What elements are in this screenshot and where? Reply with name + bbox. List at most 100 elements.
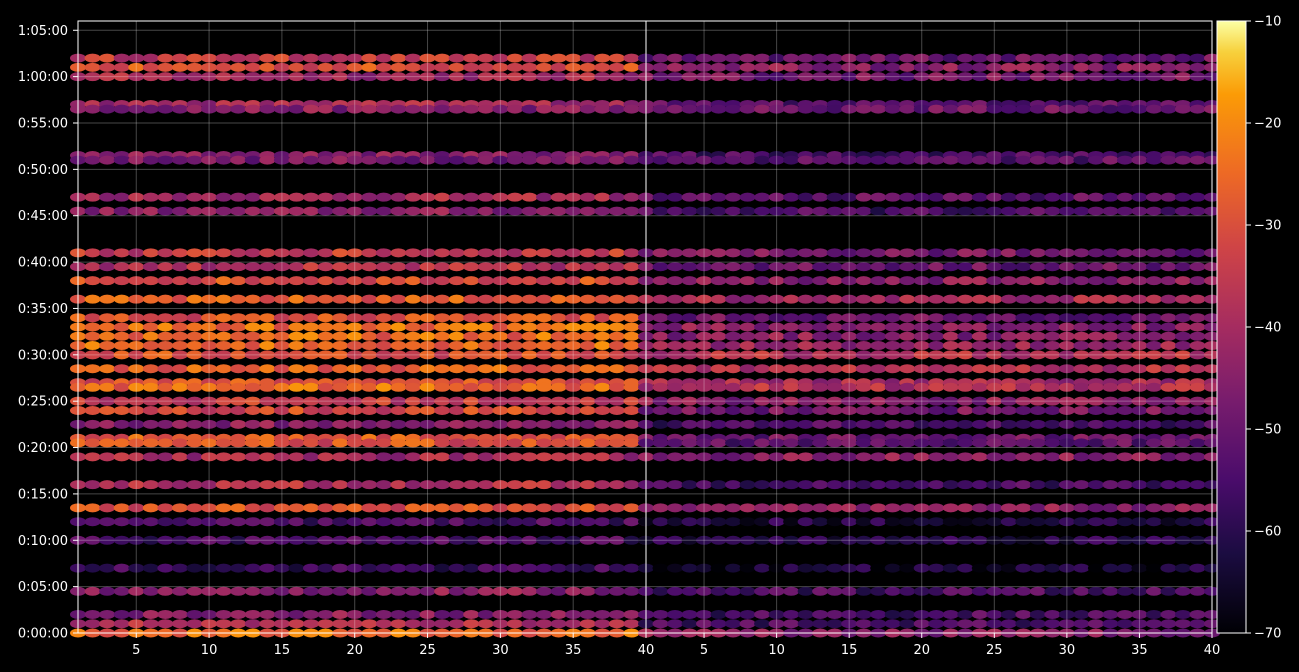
heatmap-cell xyxy=(171,619,188,629)
heatmap-cell xyxy=(1160,396,1177,406)
heatmap-cell xyxy=(1145,452,1162,462)
heatmap-cell xyxy=(1131,262,1148,272)
heatmap-cell xyxy=(608,405,625,415)
heatmap-cell xyxy=(1015,341,1032,351)
heatmap-cell xyxy=(477,313,494,323)
heatmap-cell xyxy=(1015,405,1032,415)
heatmap-cell xyxy=(928,364,945,374)
colorbar xyxy=(1216,20,1247,634)
heatmap-cell xyxy=(375,313,392,323)
heatmap-cell xyxy=(434,350,451,360)
heatmap-cell xyxy=(521,322,538,332)
heatmap-cell xyxy=(477,419,494,429)
heatmap-cell xyxy=(536,72,553,82)
heatmap-cell xyxy=(230,248,247,258)
heatmap-cell xyxy=(463,276,480,286)
heatmap-cell xyxy=(288,155,305,165)
heatmap-cell xyxy=(928,535,945,545)
heatmap-cell xyxy=(317,294,334,304)
heatmap-cell xyxy=(288,382,305,392)
heatmap-cell xyxy=(812,586,829,596)
heatmap-cell xyxy=(1015,62,1032,72)
heatmap-cell xyxy=(768,322,785,332)
heatmap-cell xyxy=(1160,331,1177,341)
heatmap-cell xyxy=(492,619,509,629)
heatmap-cell xyxy=(186,262,203,272)
heatmap-cell xyxy=(361,382,378,392)
heatmap-cell xyxy=(288,535,305,545)
heatmap-cell xyxy=(346,262,363,272)
heatmap-cell xyxy=(1000,364,1017,374)
heatmap-cell xyxy=(739,438,756,448)
heatmap-cell xyxy=(171,262,188,272)
heatmap-cell xyxy=(157,563,174,573)
heatmap-cell xyxy=(1058,480,1075,490)
heatmap-cell xyxy=(942,276,959,286)
heatmap-cell xyxy=(594,262,611,272)
heatmap-cell xyxy=(928,438,945,448)
heatmap-cell xyxy=(783,586,800,596)
heatmap-cell xyxy=(113,53,130,63)
heatmap-cell xyxy=(390,419,407,429)
heatmap-cell xyxy=(928,248,945,258)
heatmap-cell xyxy=(899,62,916,72)
heatmap-cell xyxy=(913,192,930,202)
heatmap-cell xyxy=(681,619,698,629)
heatmap-cell xyxy=(608,331,625,341)
heatmap-cell xyxy=(971,322,988,332)
heatmap-cell xyxy=(113,364,130,374)
heatmap-cell xyxy=(419,452,436,462)
heatmap-cell xyxy=(419,609,436,619)
heatmap-cell xyxy=(273,503,290,513)
heatmap-cell xyxy=(215,53,232,63)
heatmap-cell xyxy=(1087,586,1104,596)
heatmap-cell xyxy=(99,419,116,429)
heatmap-cell xyxy=(1073,480,1090,490)
heatmap-cell xyxy=(317,276,334,286)
heatmap-cell xyxy=(230,53,247,63)
heatmap-cell xyxy=(99,248,116,258)
heatmap-cell xyxy=(754,563,771,573)
heatmap-cell xyxy=(1174,396,1191,406)
heatmap-cell xyxy=(506,480,523,490)
heatmap-cell xyxy=(201,517,218,527)
heatmap-cell xyxy=(652,350,669,360)
heatmap-cell xyxy=(463,563,480,573)
heatmap-cell xyxy=(113,62,130,72)
heatmap-cell xyxy=(521,248,538,258)
heatmap-cell xyxy=(113,155,130,165)
heatmap-cell xyxy=(244,62,261,72)
heatmap-cell xyxy=(942,155,959,165)
heatmap-cell xyxy=(317,262,334,272)
heatmap-cell xyxy=(899,72,916,82)
heatmap-cell xyxy=(942,586,959,596)
heatmap-cell xyxy=(536,294,553,304)
heatmap-cell xyxy=(565,535,582,545)
heatmap-cell xyxy=(463,452,480,462)
heatmap-cell xyxy=(201,382,218,392)
heatmap-cell xyxy=(142,503,159,513)
heatmap-cell xyxy=(288,364,305,374)
heatmap-cell xyxy=(1102,350,1119,360)
heatmap-cell xyxy=(913,609,930,619)
heatmap-cell xyxy=(1000,248,1017,258)
heatmap-cell xyxy=(230,322,247,332)
heatmap-cell xyxy=(332,350,349,360)
heatmap-cell xyxy=(492,480,509,490)
heatmap-cell xyxy=(506,62,523,72)
heatmap-cell xyxy=(84,331,101,341)
heatmap-cell xyxy=(667,294,684,304)
heatmap-cell xyxy=(1087,503,1104,513)
heatmap-cell xyxy=(390,364,407,374)
heatmap-cell xyxy=(579,563,596,573)
heatmap-cell xyxy=(768,619,785,629)
heatmap-cell xyxy=(84,72,101,82)
heatmap-cell xyxy=(783,452,800,462)
heatmap-cell xyxy=(681,586,698,596)
heatmap-cell xyxy=(884,206,901,216)
heatmap-cell xyxy=(506,155,523,165)
heatmap-cell xyxy=(506,341,523,351)
heatmap-cell xyxy=(957,619,974,629)
heatmap-cell xyxy=(681,104,698,114)
heatmap-cell xyxy=(317,609,334,619)
